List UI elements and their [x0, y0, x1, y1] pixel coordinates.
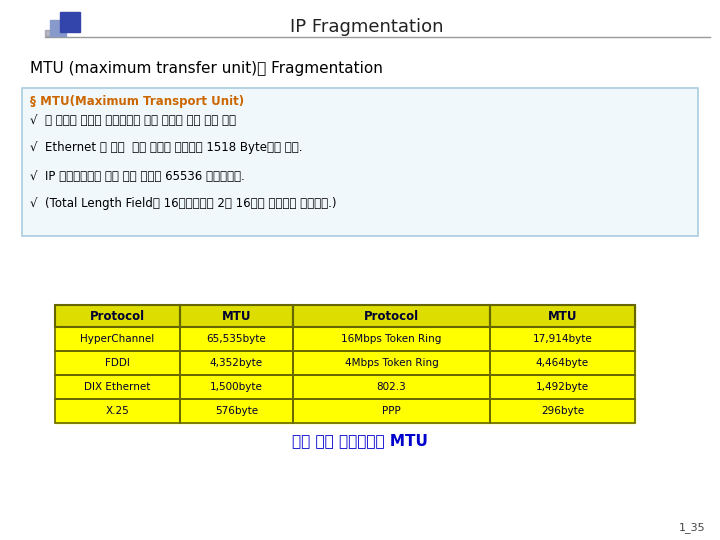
- Bar: [293, 351, 490, 375]
- Text: HyperChannel: HyperChannel: [80, 334, 155, 344]
- Text: MTU: MTU: [222, 309, 251, 322]
- Bar: [293, 375, 490, 399]
- Text: 서로 다른 네트워크의 MTU: 서로 다른 네트워크의 MTU: [292, 434, 428, 449]
- Text: Protocol: Protocol: [90, 309, 145, 322]
- Bar: [180, 351, 293, 375]
- Bar: [490, 375, 635, 399]
- Bar: [55, 327, 180, 351]
- Bar: [180, 375, 293, 399]
- Bar: [55, 399, 180, 423]
- Text: MTU (maximum transfer unit)와 Fragmentation: MTU (maximum transfer unit)와 Fragmentati…: [30, 60, 383, 76]
- Text: IP Fragmentation: IP Fragmentation: [290, 18, 444, 36]
- Bar: [180, 327, 293, 351]
- Bar: [55, 305, 180, 327]
- Bar: [490, 375, 635, 399]
- Bar: [293, 327, 490, 351]
- Bar: [180, 327, 293, 351]
- Text: 296byte: 296byte: [541, 406, 584, 416]
- Text: 802.3: 802.3: [377, 382, 406, 392]
- Bar: [490, 327, 635, 351]
- Text: 4,352byte: 4,352byte: [210, 358, 263, 368]
- Bar: [490, 399, 635, 423]
- Bar: [55, 305, 180, 327]
- Bar: [293, 327, 490, 351]
- Bar: [490, 351, 635, 375]
- Text: 4,464byte: 4,464byte: [536, 358, 589, 368]
- Bar: [180, 351, 293, 375]
- Text: 17,914byte: 17,914byte: [533, 334, 593, 344]
- Text: 1,500byte: 1,500byte: [210, 382, 263, 392]
- Bar: [293, 399, 490, 423]
- Bar: [55, 351, 180, 375]
- Bar: [180, 305, 293, 327]
- Bar: [60, 12, 80, 32]
- Bar: [490, 327, 635, 351]
- Text: DIX Ethernet: DIX Ethernet: [84, 382, 150, 392]
- Bar: [293, 399, 490, 423]
- Bar: [180, 305, 293, 327]
- Text: FDDI: FDDI: [105, 358, 130, 368]
- Bar: [45, 30, 65, 36]
- Text: √  (Total Length Field가 16비트이먼로 2의 16승의 크기까지 가능하다.): √ (Total Length Field가 16비트이먼로 2의 16승의 크…: [30, 198, 336, 211]
- Bar: [180, 399, 293, 423]
- Text: 16Mbps Token Ring: 16Mbps Token Ring: [341, 334, 441, 344]
- Text: 4Mbps Token Ring: 4Mbps Token Ring: [345, 358, 438, 368]
- Bar: [55, 399, 180, 423]
- FancyBboxPatch shape: [22, 88, 698, 236]
- Text: 1,492byte: 1,492byte: [536, 382, 589, 392]
- Text: X.25: X.25: [105, 406, 129, 416]
- Text: 576byte: 576byte: [215, 406, 258, 416]
- Bar: [490, 305, 635, 327]
- Text: 1_35: 1_35: [678, 523, 705, 534]
- Bar: [180, 399, 293, 423]
- Bar: [55, 351, 180, 375]
- Bar: [293, 351, 490, 375]
- Bar: [293, 305, 490, 327]
- Bar: [490, 351, 635, 375]
- Bar: [50, 20, 66, 36]
- Text: 65,535byte: 65,535byte: [207, 334, 266, 344]
- Text: Protocol: Protocol: [364, 309, 419, 322]
- Bar: [293, 375, 490, 399]
- Bar: [55, 327, 180, 351]
- Bar: [55, 375, 180, 399]
- Text: √  Ethernet 인 경우  최종 데이터 프레임이 1518 Byte까지 이다.: √ Ethernet 인 경우 최종 데이터 프레임이 1518 Byte까지 …: [30, 141, 302, 154]
- Bar: [490, 399, 635, 423]
- Text: § MTU(Maximum Transport Unit): § MTU(Maximum Transport Unit): [30, 96, 244, 109]
- Bar: [490, 305, 635, 327]
- Text: √  IP 데이터그램의 최대 가능 크기는 65536 바이트이다.: √ IP 데이터그램의 최대 가능 크기는 65536 바이트이다.: [30, 170, 245, 183]
- Bar: [180, 375, 293, 399]
- Text: PPP: PPP: [382, 406, 401, 416]
- Text: √  두 노드간 물리적 네트워크에 대한 데이터 필드 최대 크기: √ 두 노드간 물리적 네트워크에 대한 데이터 필드 최대 크기: [30, 113, 236, 126]
- Text: MTU: MTU: [548, 309, 577, 322]
- Bar: [55, 375, 180, 399]
- Bar: [293, 305, 490, 327]
